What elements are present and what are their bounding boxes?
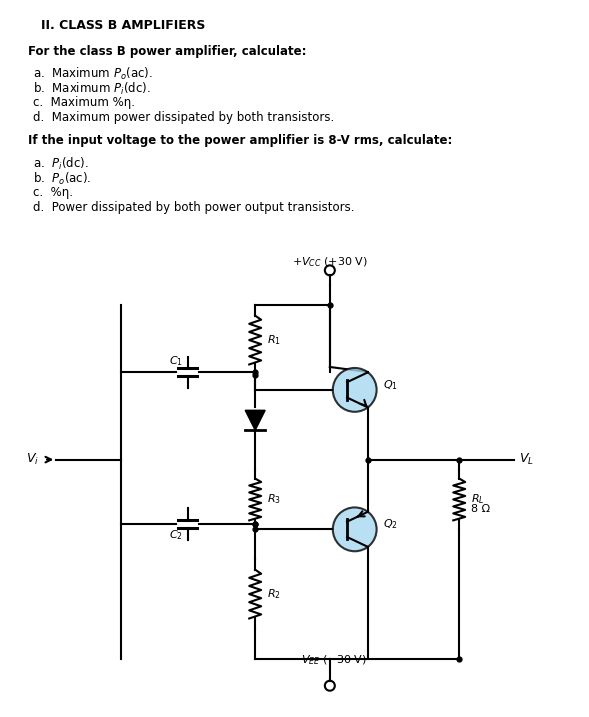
- Circle shape: [333, 368, 376, 412]
- Text: b.  Maximum $P_i$(dc).: b. Maximum $P_i$(dc).: [33, 81, 151, 98]
- Text: +$V_{CC}$ (+30 V): +$V_{CC}$ (+30 V): [292, 255, 368, 269]
- Text: $V_L$: $V_L$: [519, 452, 534, 467]
- Text: a.  $P_i$(dc).: a. $P_i$(dc).: [33, 156, 89, 172]
- Text: If the input voltage to the power amplifier is 8-V rms, calculate:: If the input voltage to the power amplif…: [28, 134, 452, 147]
- Text: c.  Maximum %η.: c. Maximum %η.: [33, 96, 135, 109]
- Text: d.  Power dissipated by both power output transistors.: d. Power dissipated by both power output…: [33, 201, 355, 214]
- Polygon shape: [245, 410, 265, 430]
- Text: $R_3$: $R_3$: [267, 493, 281, 506]
- Text: $Q_1$: $Q_1$: [383, 378, 398, 391]
- Text: 8 Ω: 8 Ω: [471, 505, 490, 514]
- Text: $R_L$: $R_L$: [471, 493, 485, 506]
- Text: $R_2$: $R_2$: [267, 587, 281, 601]
- Text: $C_2$: $C_2$: [168, 528, 183, 542]
- Circle shape: [333, 508, 376, 551]
- Text: $V_i$: $V_i$: [27, 452, 39, 467]
- Text: $R_1$: $R_1$: [267, 333, 281, 347]
- Text: II. CLASS B AMPLIFIERS: II. CLASS B AMPLIFIERS: [41, 19, 206, 32]
- Text: −$V_{EE}$ (−30 V): −$V_{EE}$ (−30 V): [292, 654, 368, 668]
- Text: $C_1$: $C_1$: [168, 354, 183, 369]
- Text: c.  %η.: c. %η.: [33, 186, 73, 199]
- Text: a.  Maximum $P_o$(ac).: a. Maximum $P_o$(ac).: [33, 66, 153, 82]
- Text: $Q_2$: $Q_2$: [383, 518, 398, 531]
- Text: b.  $P_o$(ac).: b. $P_o$(ac).: [33, 171, 92, 187]
- Text: For the class B power amplifier, calculate:: For the class B power amplifier, calcula…: [28, 45, 307, 58]
- Text: d.  Maximum power dissipated by both transistors.: d. Maximum power dissipated by both tran…: [33, 111, 335, 124]
